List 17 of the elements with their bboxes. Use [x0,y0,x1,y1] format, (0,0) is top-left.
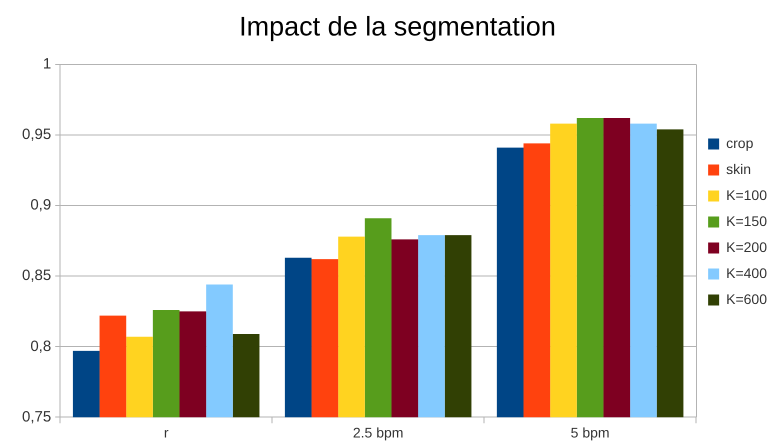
y-tick-label: 0,75 [22,408,52,426]
chart-title: Impact de la segmentation [239,12,556,42]
legend-label: K=200 [726,238,768,255]
legend-label: crop [726,134,754,151]
y-tick-label: 0,95 [22,126,52,144]
x-tick-label: 5 bpm [570,424,610,440]
y-tick-label: 0,85 [22,267,52,284]
y-tick-label: 0,8 [30,338,52,355]
x-tick-label: 2.5 bpm [352,424,404,440]
y-tick-label: 1 [42,56,52,73]
x-tick-label: r [164,424,169,440]
legend-label: K=600 [726,290,768,307]
legend-label: K=400 [726,264,768,281]
legend-label: K=100 [726,186,768,203]
y-tick-label: 0,9 [30,196,52,214]
legend-label: skin [726,160,752,177]
legend-label: K=150 [726,212,768,229]
